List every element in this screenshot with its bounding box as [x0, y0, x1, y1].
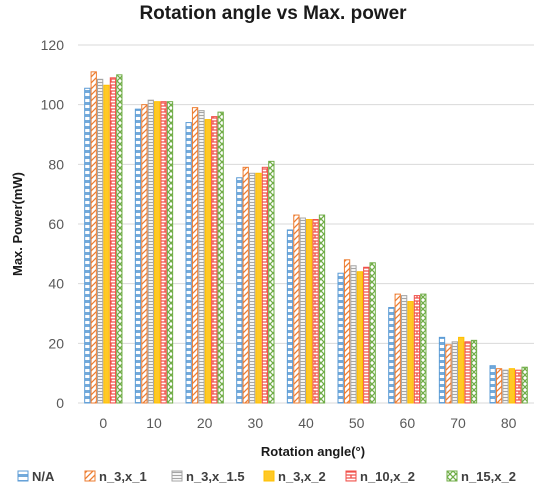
bar [84, 87, 91, 404]
bar [96, 78, 104, 404]
x-tick-label: 0 [99, 415, 107, 431]
bar [350, 265, 357, 404]
bar [470, 339, 478, 404]
bar [204, 119, 212, 404]
bar [420, 293, 427, 404]
bar [268, 160, 275, 404]
bar [502, 369, 509, 404]
legend-swatch [171, 470, 183, 482]
y-tick-label: 120 [41, 37, 65, 53]
bar [451, 341, 458, 404]
bar [508, 368, 516, 404]
bar [318, 214, 326, 404]
legend-label: n_10,x_2 [360, 469, 415, 484]
y-axis-ticks: 0 20 40 60 80 100 120 [41, 37, 65, 411]
x-tick-label: 50 [349, 415, 365, 431]
bar [147, 99, 154, 404]
bar [242, 166, 249, 404]
bar [116, 74, 123, 404]
bar [343, 259, 351, 404]
bar [261, 166, 269, 404]
bar [400, 295, 408, 404]
bar [134, 108, 142, 404]
bar [248, 172, 256, 404]
bar [160, 101, 167, 404]
legend-label: n_3,x_1.5 [186, 469, 245, 484]
legend-item: n_10,x_2 [345, 469, 415, 484]
legend: N/A n_3,x_1 n_3,x_1.5 n_3,x_2 n_10,x_2 n_15,x… [17, 469, 516, 484]
y-tick-label: 0 [56, 395, 64, 411]
x-axis-label: Rotation angle(°) [261, 444, 365, 459]
bar [495, 368, 503, 404]
bar [489, 365, 496, 404]
bar [394, 293, 401, 404]
bar [141, 104, 148, 404]
bar [191, 107, 199, 404]
y-tick-label: 60 [48, 216, 64, 232]
legend-swatch [17, 470, 29, 482]
legend-item: n_3,x_2 [263, 469, 326, 484]
bar [458, 336, 465, 404]
bar [388, 307, 395, 404]
y-axis-label: Max. Power(mW) [10, 172, 25, 276]
x-tick-label: 70 [450, 415, 466, 431]
y-tick-label: 20 [48, 335, 64, 351]
chart-title: Rotation angle vs Max. power [139, 3, 407, 24]
bar [438, 336, 446, 404]
bar [286, 229, 294, 404]
bar [154, 101, 161, 404]
bars [84, 71, 528, 404]
legend-label: N/A [32, 469, 55, 484]
legend-item: n_3,x_1.5 [171, 469, 245, 484]
bar [306, 219, 313, 404]
legend-swatch [345, 470, 357, 482]
legend-label: n_3,x_2 [278, 469, 326, 484]
legend-item: N/A [17, 469, 55, 484]
legend-item: n_3,x_1 [84, 469, 147, 484]
bar [293, 214, 300, 404]
bar [464, 341, 471, 404]
bar [413, 295, 421, 404]
bar [407, 301, 414, 404]
y-tick-label: 100 [41, 97, 65, 113]
legend-swatch [263, 470, 275, 482]
legend-item: n_15,x_2 [446, 469, 516, 484]
bar [217, 111, 224, 404]
bar [521, 366, 528, 404]
x-tick-label: 20 [197, 415, 213, 431]
x-axis-ticks: 0 10 20 30 40 50 60 70 80 [99, 415, 516, 431]
x-tick-label: 30 [248, 415, 264, 431]
bar [515, 369, 522, 404]
bar [445, 344, 452, 404]
legend-swatch [446, 470, 458, 482]
bar [109, 77, 117, 404]
bar [299, 217, 306, 404]
legend-swatch [84, 470, 96, 482]
bar [356, 271, 364, 404]
x-tick-label: 10 [146, 415, 162, 431]
bar [312, 219, 319, 404]
bar [236, 177, 243, 404]
bar [90, 71, 97, 404]
bar [103, 84, 110, 404]
x-tick-label: 80 [501, 415, 517, 431]
bar [211, 116, 218, 404]
bar [255, 172, 262, 404]
bar [369, 262, 376, 404]
bar [185, 122, 192, 404]
x-tick-label: 60 [400, 415, 416, 431]
y-tick-label: 40 [48, 276, 64, 292]
legend-label: n_3,x_1 [99, 469, 147, 484]
bar [166, 101, 174, 404]
bar [198, 110, 205, 404]
bar [363, 266, 370, 404]
x-tick-label: 40 [298, 415, 314, 431]
bar [337, 272, 344, 404]
gridlines [78, 44, 534, 404]
legend-label: n_15,x_2 [461, 469, 516, 484]
y-tick-label: 80 [48, 156, 64, 172]
